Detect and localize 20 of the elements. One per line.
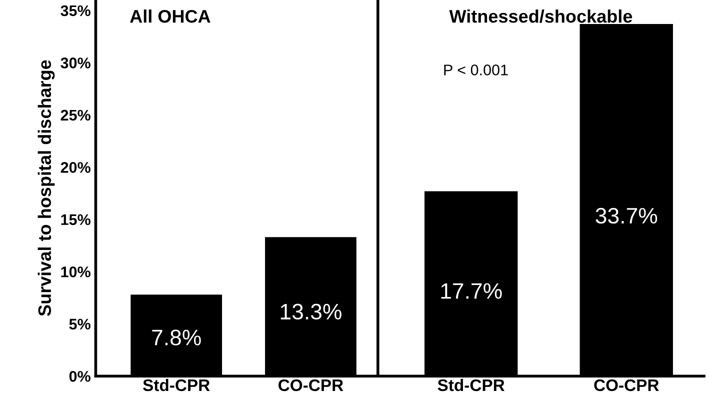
y-tick-label: 35% (60, 5, 90, 16)
y-tick-label: 0% (69, 370, 90, 382)
data-label: 33.7% (596, 208, 658, 224)
data-label: 13.3% (280, 304, 342, 320)
data-label: 17.7% (441, 283, 502, 299)
y-tick-label: 5% (69, 318, 90, 330)
chart-title: All OHCA (130, 9, 210, 23)
y-tick-label: 25% (60, 110, 90, 121)
y-axis-title: Survival to hospital discharge (38, 60, 55, 316)
x-tick-label: Std-CPR (143, 378, 210, 392)
y-tick-label: 30% (60, 58, 90, 68)
x-tick-label: Std-CPR (438, 378, 505, 392)
y-tick-label: 15% (61, 214, 90, 226)
x-tick-label: CO-CPR (594, 379, 659, 392)
chart-title: Witnessed/shockable (449, 9, 632, 23)
data-label: 7.8% (152, 330, 201, 346)
y-tick-label: 10% (61, 266, 90, 278)
x-tick-label: CO-CPR (278, 379, 344, 392)
annotation: P < 0.001 (444, 64, 508, 76)
y-tick-label: 20% (60, 162, 90, 173)
